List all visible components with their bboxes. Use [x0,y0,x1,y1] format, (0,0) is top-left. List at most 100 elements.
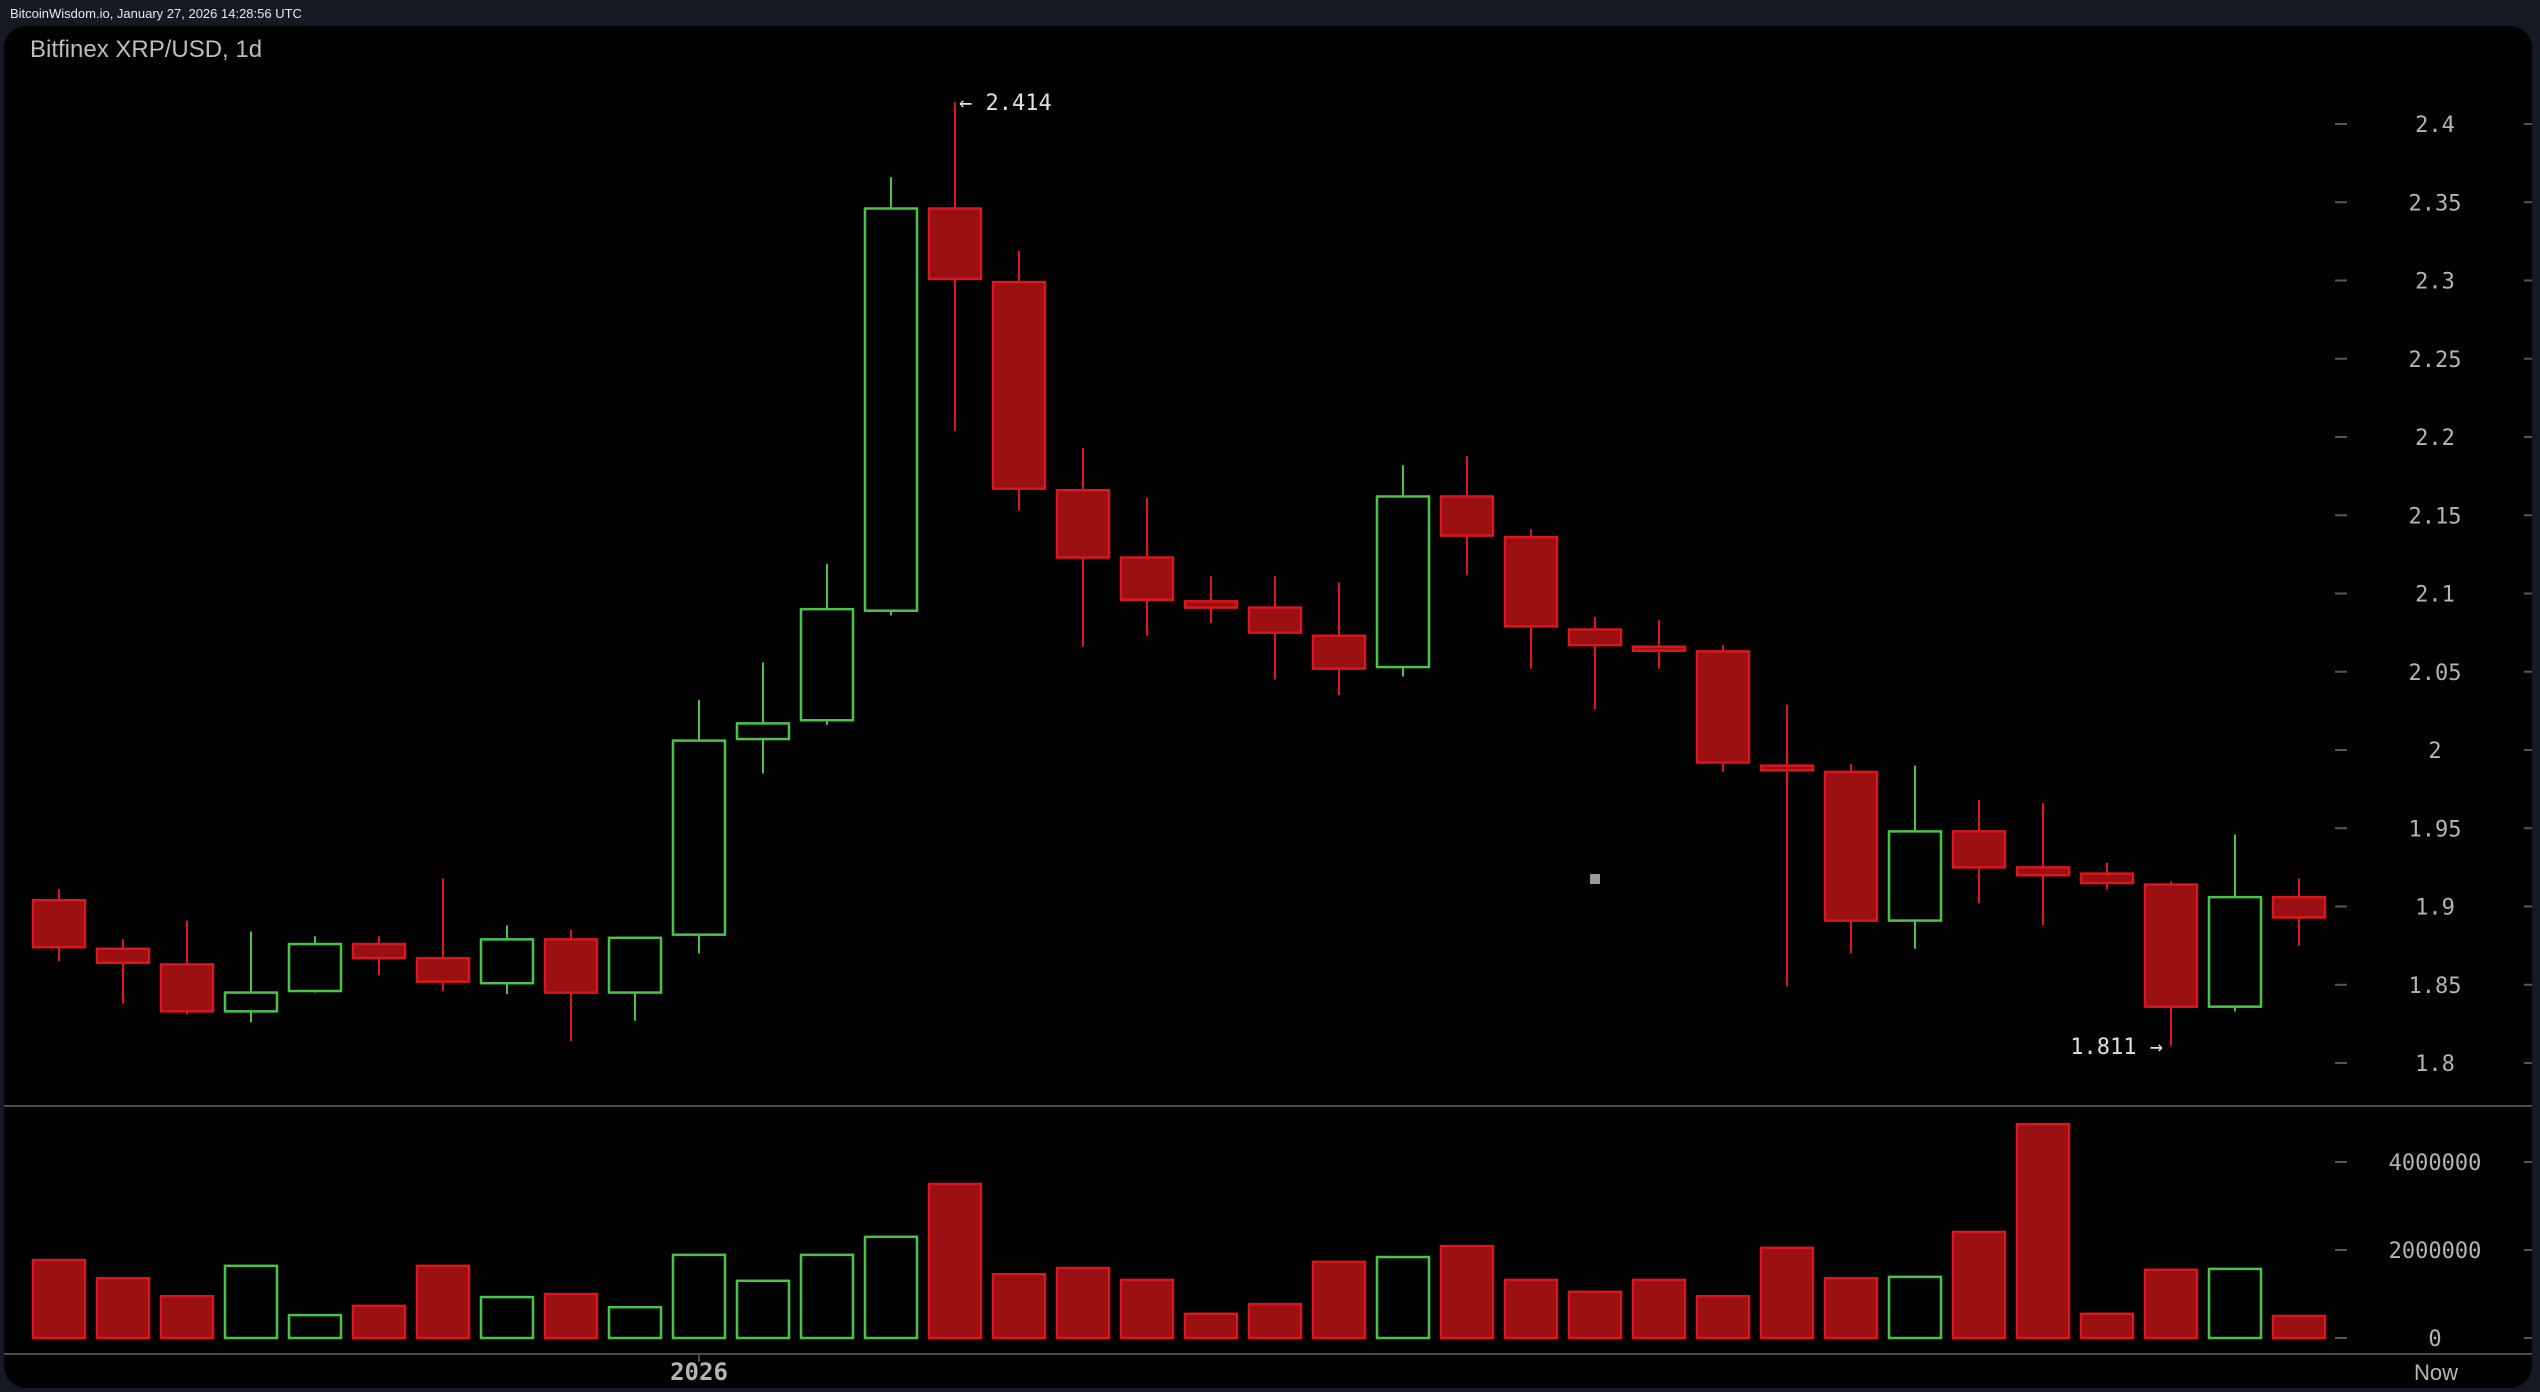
volume-bar-down [159,1294,215,1340]
candle-down [2015,803,2071,926]
volume-tick-label: 0 [2428,1327,2441,1352]
volume-bar-up [223,1264,279,1340]
volume-bar-up [735,1279,791,1340]
candle-down [1631,620,1687,669]
candle-down [1759,704,1815,987]
price-tick-label: 2.4 [2415,113,2455,138]
candle-down [159,920,215,1015]
candle-up [223,931,279,1023]
price-axis: 1.8 1.85 1.9 1.95 2 2.05 2.1 2.15 2.2 2.25 2.3 2.35… [2335,113,2532,1077]
volume-bar-up [607,1305,663,1340]
candle-up [607,936,663,1021]
candles [31,102,2327,1046]
volume-bar-down [1823,1276,1879,1340]
volume-bar-up [1887,1275,1943,1340]
volume-bar-down [2271,1314,2327,1340]
candle-down [1823,764,1879,954]
candle-down [1247,576,1303,680]
candle-down [1311,582,1367,696]
volume-bar-down [1631,1278,1687,1340]
volume-bar-down [1439,1244,1495,1340]
candle-up [287,936,343,993]
volume-bar-down [351,1304,407,1340]
candle-down [1439,455,1495,575]
price-tick-label: 2.25 [2409,348,2462,373]
low-annotation: 1.811 → [2070,1035,2163,1060]
candle-down [1055,447,1111,647]
volume-bar-down [1055,1266,1111,1340]
x-label-now: Now [2414,1360,2458,1385]
volume-bar-down [1695,1294,1751,1340]
candle-up [479,925,535,995]
candle-down [31,889,87,962]
cursor-marker [1590,874,1600,884]
volume-bar-down [95,1276,151,1340]
volume-bar-up [2207,1267,2263,1340]
candlestick-volume-chart[interactable]: 1.8 1.85 1.9 1.95 2 2.05 2.1 2.15 2.2 2.25 2.3 2.35… [4,26,2532,1388]
candle-up [735,662,791,774]
price-tick-label: 1.8 [2415,1052,2455,1077]
volume-bar-up [1375,1255,1431,1340]
price-tick-label: 2.2 [2415,426,2455,451]
candle-down [1951,800,2007,904]
candle-down [1567,616,1623,710]
price-tick-label: 2 [2428,739,2441,764]
source-timestamp: BitcoinWisdom.io, January 27, 2026 14:28… [10,6,302,21]
volume-bar-down [2079,1312,2135,1340]
candle-down [351,936,407,976]
price-tick-label: 1.9 [2415,896,2455,921]
chart-title: Bitfinex XRP/USD, 1d [30,36,263,63]
candle-down [2079,862,2135,890]
volume-bar-down [2143,1268,2199,1340]
volume-bar-up [863,1235,919,1340]
volume-bar-down [1503,1278,1559,1340]
chart-panel: Bitfinex XRP/USD, 1d 1.8 1.85 1.9 1.95 2 2.05… [4,26,2532,1388]
candle-down [1695,645,1751,772]
volume-bar-up [799,1253,855,1340]
price-tick-label: 2.35 [2409,191,2462,216]
volume-bar-down [1759,1246,1815,1340]
volume-tick-label: 2000000 [2389,1239,2482,1264]
candle-down [1503,529,1559,669]
volume-bar-down [1183,1312,1239,1340]
volume-bar-down [415,1264,471,1340]
volume-bar-down [1951,1230,2007,1340]
candle-down [927,102,983,431]
candle-down [991,250,1047,511]
volume-tick-label: 4000000 [2389,1151,2482,1176]
candle-down [415,878,471,992]
price-tick-label: 2.1 [2415,583,2455,608]
volume-bar-down [1567,1290,1623,1340]
candle-down [2143,881,2199,1046]
candle-down [95,939,151,1004]
volume-bar-down [1311,1260,1367,1340]
volume-axis: 0 2000000 4000000 [2335,1151,2532,1352]
volume-bar-up [671,1253,727,1340]
volume-bar-down [31,1258,87,1340]
candle-up [1375,465,1431,677]
volume-bar-down [991,1272,1047,1340]
candle-down [543,929,599,1042]
volume-bar-up [287,1313,343,1340]
candle-up [799,563,855,725]
volume-bar-down [1247,1302,1303,1340]
price-tick-label: 1.85 [2409,974,2462,999]
candle-down [1183,576,1239,624]
price-tick-label: 2.15 [2409,504,2462,529]
candle-down [2271,878,2327,946]
x-label-2026: 2026 [670,1358,728,1386]
volume-bar-down [927,1182,983,1340]
price-tick-label: 2.05 [2409,661,2462,686]
high-annotation: ← 2.414 [959,91,1052,116]
price-tick-label: 2.3 [2415,270,2455,295]
volume-bars [31,1122,2327,1340]
candle-up [671,699,727,954]
candle-up [1887,765,1943,949]
volume-bar-down [2015,1122,2071,1340]
candle-down [1119,498,1175,636]
volume-bar-down [543,1292,599,1340]
candle-up [2207,834,2263,1012]
price-tick-label: 1.95 [2409,817,2462,842]
volume-bar-down [1119,1278,1175,1340]
candle-up [863,177,919,616]
